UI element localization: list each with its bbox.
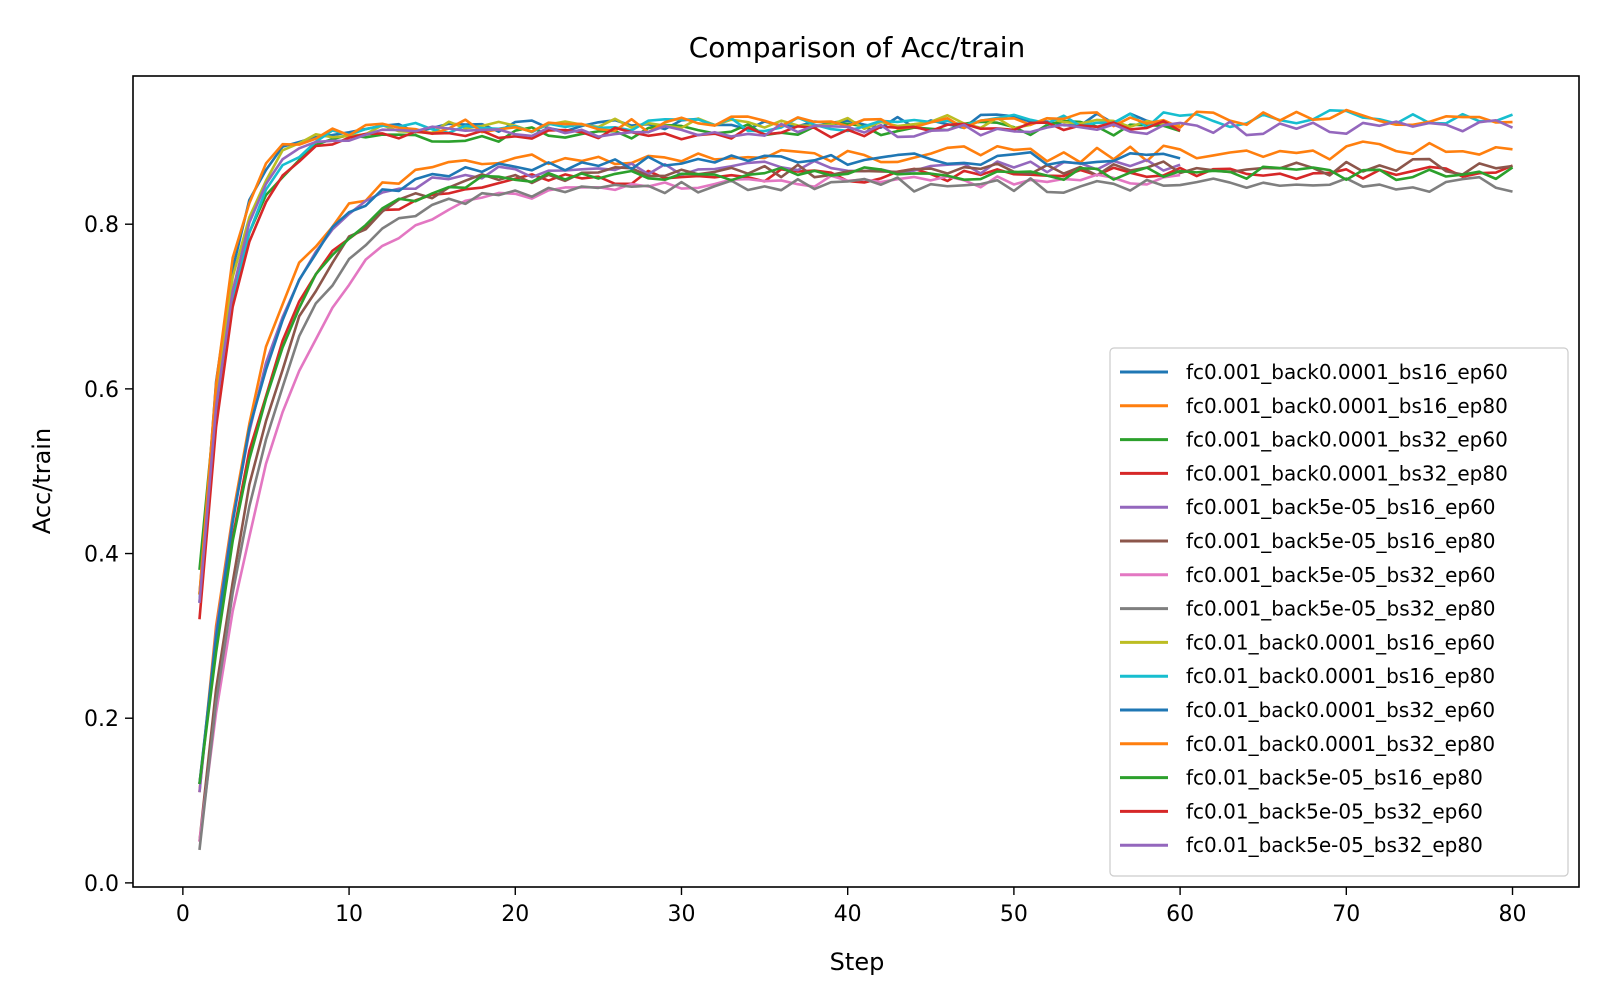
y-tick-label: 0.4 bbox=[84, 543, 119, 568]
legend-label: fc0.01_back0.0001_bs16_ep80 bbox=[1186, 664, 1495, 688]
x-tick-label: 30 bbox=[667, 902, 695, 927]
legend-label: fc0.001_back5e-05_bs16_ep80 bbox=[1186, 529, 1496, 553]
legend-label: fc0.001_back0.0001_bs32_ep80 bbox=[1186, 461, 1508, 485]
series-line-13 bbox=[198, 165, 1514, 785]
legend: fc0.001_back0.0001_bs16_ep60 fc0.001_back… bbox=[1109, 347, 1569, 877]
legend-box bbox=[1109, 347, 1569, 877]
y-tick-label: 0.0 bbox=[84, 872, 119, 897]
x-tick-label: 40 bbox=[834, 902, 862, 927]
legend-label: fc0.001_back0.0001_bs32_ep60 bbox=[1186, 428, 1508, 452]
y-tick-label: 0.6 bbox=[84, 378, 119, 403]
x-tick-label: 50 bbox=[1000, 902, 1028, 927]
y-tick-label: 0.2 bbox=[84, 707, 119, 732]
series-line-15 bbox=[198, 118, 1514, 603]
legend-label: fc0.001_back5e-05_bs32_ep80 bbox=[1186, 597, 1496, 621]
chart-title: Comparison of Acc/train bbox=[689, 31, 1026, 64]
legend-label: fc0.01_back5e-05_bs32_ep60 bbox=[1186, 799, 1483, 823]
legend-label: fc0.01_back5e-05_bs16_ep80 bbox=[1186, 766, 1483, 790]
legend-label: fc0.01_back0.0001_bs32_ep80 bbox=[1186, 732, 1495, 756]
legend-label: fc0.001_back0.0001_bs16_ep60 bbox=[1186, 360, 1508, 384]
x-tick-label: 10 bbox=[335, 902, 363, 927]
x-tick-label: 80 bbox=[1499, 902, 1527, 927]
legend-label: fc0.001_back5e-05_bs16_ep60 bbox=[1186, 495, 1496, 519]
series-line-8 bbox=[198, 175, 1513, 851]
legend-label: fc0.01_back0.0001_bs32_ep60 bbox=[1186, 698, 1495, 722]
y-axis: 0.0 0.2 0.4 0.6 0.8 bbox=[84, 213, 133, 897]
y-tick-label: 0.8 bbox=[84, 213, 119, 238]
x-axis: 0 10 20 30 40 50 60 70 80 bbox=[176, 887, 1527, 927]
legend-label: fc0.001_back0.0001_bs16_ep80 bbox=[1186, 394, 1508, 418]
legend-label: fc0.01_back0.0001_bs16_ep60 bbox=[1186, 630, 1495, 654]
x-tick-label: 70 bbox=[1332, 902, 1360, 927]
x-tick-label: 0 bbox=[176, 902, 190, 927]
series-layer bbox=[198, 108, 1514, 851]
plot-frame bbox=[132, 75, 1580, 888]
legend-label: fc0.001_back5e-05_bs32_ep60 bbox=[1186, 563, 1496, 587]
x-tick-label: 60 bbox=[1166, 902, 1194, 927]
legend-items: fc0.001_back0.0001_bs16_ep60 fc0.001_back… bbox=[1120, 360, 1508, 857]
series-line-11 bbox=[198, 150, 1181, 785]
series-line-2 bbox=[198, 140, 1513, 793]
y-axis-label: Acc/train bbox=[28, 428, 56, 534]
x-tick-label: 20 bbox=[501, 902, 529, 927]
legend-label: fc0.01_back5e-05_bs32_ep80 bbox=[1186, 833, 1483, 857]
x-axis-label: Step bbox=[830, 948, 885, 976]
